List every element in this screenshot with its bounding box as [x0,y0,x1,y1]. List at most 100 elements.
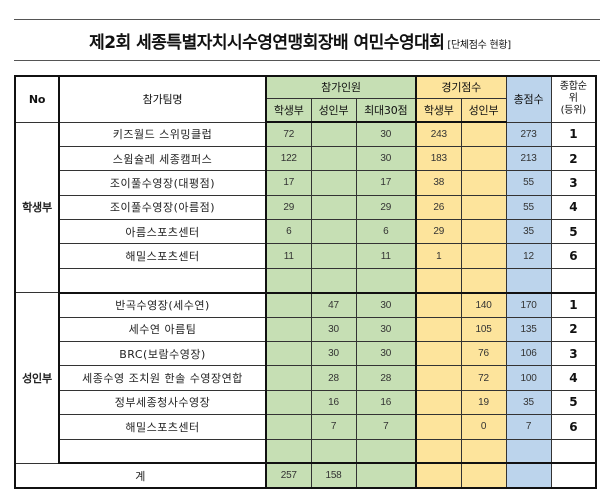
totals-row: 계 257 158 [14,462,597,489]
team-name: 아름스포츠센터 [58,219,267,245]
header-rank: 종합순 위 (등위) [550,75,597,123]
score-student: 38 [415,170,462,196]
table-footer: 계 257 158 [14,462,597,489]
header-score-student: 학생부 [415,97,462,123]
participants-adult: 47 [310,292,357,318]
title-rule-bottom [14,60,600,61]
header-score-group: 경기점수 [415,75,507,99]
participants-max30 [355,438,418,465]
totals-label: 계 [14,462,267,489]
header-rank-line1: 종합순 [559,81,587,93]
participants-student [265,365,312,391]
title-rule-top [14,19,600,20]
total-score: 7 [505,414,552,440]
rank: 2 [550,316,597,343]
table-row: 해밀스포츠센터 7 7 0 7 6 [15,414,597,440]
rank: 5 [550,389,597,416]
total-score: 135 [505,316,552,343]
division-label: 학생부 [14,121,60,294]
team-name: 정부세종청사수영장 [58,389,267,416]
participants-adult [310,145,357,172]
team-name: 키즈월드 스위밍클럽 [58,121,267,147]
participants-adult: 30 [310,341,357,367]
participants-adult: 28 [310,365,357,391]
participants-student: 6 [265,219,312,245]
score-student [415,341,462,367]
score-adult [460,438,507,465]
rank: 1 [550,292,597,318]
participants-student [265,292,312,318]
score-adult: 72 [460,365,507,391]
total-score: 213 [505,145,552,172]
participants-adult: 7 [310,414,357,440]
total-score: 170 [505,292,552,318]
team-name: BRC(보람수영장) [58,341,267,367]
score-adult [460,145,507,172]
participants-max30 [355,267,418,294]
participants-max30: 16 [355,389,418,416]
rank: 3 [550,170,597,196]
totals-score-student [415,462,462,489]
score-student [415,389,462,416]
header-participants-adult: 성인부 [310,97,357,123]
team-score-table: No 참가팀명 참가인원 경기점수 총점수 종합순 위 (등위) 학생부 성인부… [14,75,598,489]
participants-max30: 6 [355,219,418,245]
table-row: 학생부 키즈월드 스위밍클럽 72 30 243 273 1 [14,121,597,294]
rank: 4 [550,365,597,391]
score-adult: 140 [460,292,507,318]
team-name: 해밀스포츠센터 [58,414,267,440]
total-score [505,438,552,465]
header-participants-max30: 최대30점 [355,97,418,123]
participants-student: 122 [265,145,312,172]
totals-participants-max30 [355,462,418,489]
table-row: 성인부 반곡수영장(세수연) 47 30 140 170 1 [14,292,597,464]
table-row: 스윔슐레 세종캠퍼스 122 30 183 213 2 [15,145,597,172]
total-score: 55 [505,194,552,221]
participants-adult [310,243,357,269]
score-adult [460,121,507,147]
participants-max30: 30 [355,145,418,172]
rank: 6 [550,414,597,440]
team-name [58,438,267,465]
header-no: No [14,75,60,123]
score-student [415,365,462,391]
totals-participants-adult: 158 [310,462,357,489]
participants-max30: 30 [355,292,418,318]
page-title: 제2회 세종특별자치시수영연맹회장배 여민수영대회 [단체점수 현황] [0,28,600,53]
table-row [15,267,597,294]
team-name: 세수연 아름팀 [58,316,267,343]
score-adult [460,267,507,294]
participants-max30: 11 [355,243,418,269]
participants-student [265,316,312,343]
total-score [505,267,552,294]
totals-score-adult [460,462,507,489]
participants-adult [310,219,357,245]
team-name: 조이풀수영장(아름점) [58,194,267,221]
participants-adult [310,438,357,465]
header-rank-line3: (등위) [560,105,587,117]
rank: 5 [550,219,597,245]
participants-max30: 30 [355,121,418,147]
rank: 4 [550,194,597,221]
team-name: 조이풀수영장(대평점) [58,170,267,196]
participants-student [265,389,312,416]
rank: 1 [550,121,597,147]
score-student [415,316,462,343]
team-name: 해밀스포츠센터 [58,243,267,269]
total-score: 106 [505,341,552,367]
rank: 6 [550,243,597,269]
total-score: 100 [505,365,552,391]
score-adult: 0 [460,414,507,440]
total-score: 12 [505,243,552,269]
score-student [415,438,462,465]
participants-adult: 30 [310,316,357,343]
table-row: 아름스포츠센터 6 6 29 35 5 [15,219,597,245]
score-student: 1 [415,243,462,269]
participants-adult [310,121,357,147]
score-student [415,267,462,294]
score-adult: 76 [460,341,507,367]
header-total: 총점수 [505,75,552,123]
score-student: 243 [415,121,462,147]
score-adult: 19 [460,389,507,416]
participants-max30: 28 [355,365,418,391]
